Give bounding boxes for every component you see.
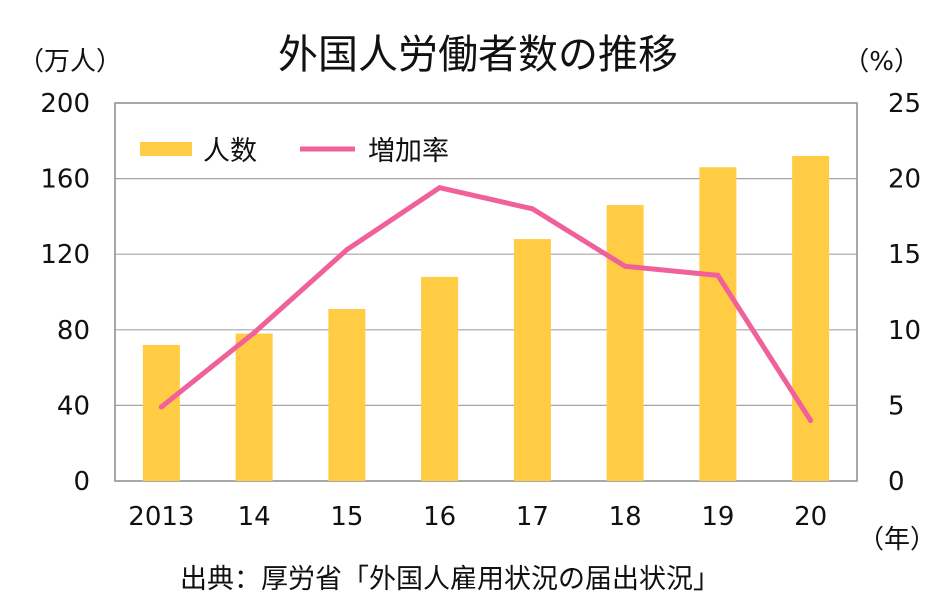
plot-frame — [114, 102, 858, 482]
x-axis-ticks: 2013 14 15 16 17 18 19 20 — [128, 502, 827, 532]
left-tick-label: 200 — [40, 89, 90, 119]
bar — [606, 205, 644, 481]
right-tick-label: 25 — [888, 89, 921, 119]
left-tick-label: 0 — [73, 467, 90, 497]
line-point — [437, 185, 443, 191]
legend-label-line: 増加率 — [368, 136, 449, 167]
legend-label-bars: 人数 — [203, 136, 257, 167]
line-point — [715, 272, 721, 278]
bar — [328, 309, 366, 481]
left-tick-label: 160 — [40, 165, 90, 195]
line-series — [158, 185, 814, 424]
x-axis-unit: （年） — [858, 525, 936, 555]
bar — [699, 167, 737, 481]
right-tick-label: 10 — [888, 316, 921, 346]
line-point — [344, 247, 350, 253]
x-tick-label: 16 — [423, 502, 456, 532]
right-tick-label: 20 — [888, 165, 921, 195]
left-axis-unit: （万人） — [18, 47, 122, 77]
bar-series — [142, 155, 830, 482]
line-point — [622, 263, 628, 269]
bar — [421, 276, 459, 481]
x-tick-label: 2013 — [128, 502, 194, 532]
right-axis-ticks: 0 5 10 15 20 25 — [888, 89, 921, 497]
bar — [235, 333, 273, 481]
chart-title: 外国人労働者数の推移 — [278, 32, 678, 78]
right-axis-unit: （%） — [843, 47, 920, 77]
left-axis-ticks: 0 40 80 120 160 200 — [40, 89, 90, 497]
right-tick-label: 0 — [888, 467, 905, 497]
left-tick-label: 120 — [40, 240, 90, 270]
x-tick-label: 15 — [330, 502, 363, 532]
x-tick-label: 18 — [609, 502, 642, 532]
legend: 人数 増加率 — [140, 136, 449, 167]
line-point — [251, 330, 257, 336]
line-point — [529, 206, 535, 212]
line-point — [158, 404, 164, 410]
x-tick-label: 17 — [516, 502, 549, 532]
bar — [792, 155, 830, 482]
left-tick-label: 80 — [57, 316, 90, 346]
line-point — [808, 418, 814, 424]
bar — [513, 239, 551, 481]
line-path — [158, 185, 814, 423]
source-note: 出典：厚労省「外国人雇用状況の届出状況」 — [180, 564, 720, 595]
x-tick-label: 14 — [238, 502, 271, 532]
left-tick-label: 40 — [57, 391, 90, 421]
gridlines — [115, 178, 857, 406]
legend-swatch-bars — [140, 142, 192, 156]
x-tick-label: 20 — [794, 502, 827, 532]
bar — [142, 344, 180, 481]
right-tick-label: 5 — [888, 391, 905, 421]
right-tick-label: 15 — [888, 240, 921, 270]
x-tick-label: 19 — [701, 502, 734, 532]
